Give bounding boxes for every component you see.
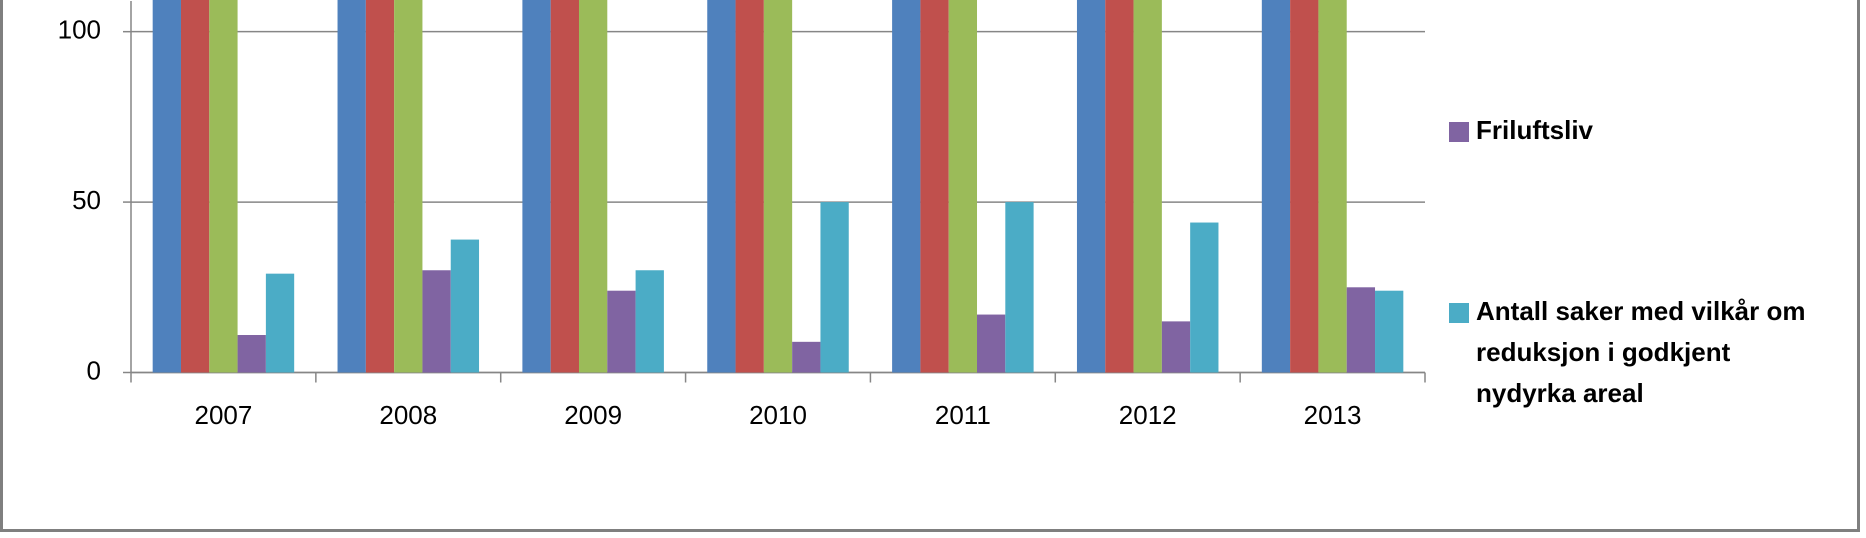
bar bbox=[763, 0, 793, 373]
bar bbox=[920, 0, 949, 373]
bar bbox=[635, 270, 664, 373]
bar bbox=[1076, 0, 1106, 373]
y-tick-label: 100 bbox=[58, 15, 101, 45]
x-tick-label: 2008 bbox=[379, 400, 437, 430]
x-tick-label: 2011 bbox=[935, 400, 991, 430]
bar bbox=[1105, 0, 1134, 373]
bar bbox=[180, 0, 210, 373]
bar bbox=[892, 0, 921, 373]
bar bbox=[394, 0, 423, 373]
x-tick-label: 2009 bbox=[564, 400, 622, 430]
x-tick-label: 2013 bbox=[1304, 400, 1362, 430]
bar bbox=[1375, 290, 1404, 373]
bar bbox=[1261, 0, 1291, 373]
bar bbox=[578, 0, 608, 373]
bar bbox=[607, 290, 636, 373]
bar bbox=[1290, 0, 1319, 373]
legend-label: Antall saker med vilkår om reduksjon i g… bbox=[1476, 296, 1806, 408]
bar bbox=[422, 270, 451, 373]
bar bbox=[265, 273, 295, 373]
bar bbox=[365, 0, 395, 373]
bar bbox=[1161, 321, 1191, 373]
bar bbox=[1190, 222, 1219, 373]
bar bbox=[237, 335, 266, 373]
bar bbox=[337, 0, 366, 373]
bar bbox=[792, 341, 821, 373]
bars bbox=[152, 0, 1404, 373]
bar bbox=[450, 239, 480, 373]
bar bbox=[948, 0, 978, 373]
bar bbox=[707, 0, 736, 373]
bar bbox=[550, 0, 579, 373]
x-tick-label: 2012 bbox=[1119, 400, 1177, 430]
x-tick-label: 2007 bbox=[195, 400, 253, 430]
x-tick-label: 2010 bbox=[749, 400, 807, 430]
y-tick-label: 0 bbox=[87, 355, 101, 385]
bar bbox=[522, 0, 551, 373]
bar bbox=[977, 314, 1006, 373]
legend-label: Friluftsliv bbox=[1476, 115, 1594, 145]
bar bbox=[1133, 0, 1162, 373]
bar bbox=[1005, 202, 1034, 373]
bar bbox=[735, 0, 764, 373]
bar bbox=[1346, 287, 1376, 373]
legend-swatch bbox=[1449, 303, 1469, 323]
bar bbox=[1318, 0, 1347, 373]
bar bbox=[820, 202, 849, 373]
bar bbox=[209, 0, 238, 373]
legend-swatch bbox=[1449, 122, 1469, 142]
y-tick-label: 50 bbox=[72, 185, 101, 215]
bar bbox=[152, 0, 181, 373]
